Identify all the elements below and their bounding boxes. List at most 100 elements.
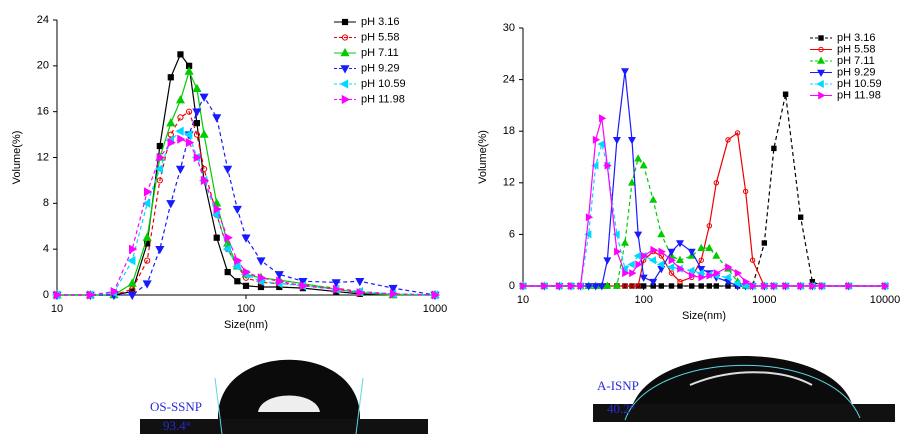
- marker: [640, 283, 647, 289]
- marker: [604, 161, 612, 170]
- droplet: [217, 359, 361, 419]
- marker: [127, 278, 137, 287]
- marker: [622, 269, 630, 278]
- marker: [639, 274, 648, 282]
- marker: [599, 114, 607, 123]
- marker: [635, 283, 641, 289]
- series-line: [523, 141, 885, 287]
- marker: [224, 233, 233, 243]
- marker: [144, 257, 151, 264]
- marker: [192, 83, 202, 92]
- marker: [688, 271, 697, 280]
- x-axis-label: Size(nm): [224, 319, 268, 331]
- marker: [620, 238, 629, 246]
- marker: [668, 256, 676, 265]
- marker: [556, 282, 564, 290]
- marker: [697, 266, 706, 274]
- marker: [200, 175, 210, 185]
- series-line: [523, 94, 885, 287]
- legend-label: pH 10.59: [837, 78, 882, 90]
- marker: [712, 251, 721, 259]
- marker: [199, 129, 209, 138]
- marker: [199, 93, 209, 102]
- marker: [634, 154, 643, 162]
- sample-label: A-ISNP: [597, 378, 639, 393]
- chart: 0 6 12 18 24 30 10 100 1000 10000 Size(nm) Volume(%…: [477, 22, 900, 322]
- marker: [234, 256, 243, 266]
- marker: [155, 245, 165, 255]
- x-tick-label: 1000: [752, 294, 776, 306]
- marker: [656, 260, 665, 269]
- marker: [129, 244, 138, 254]
- y-tick-label: 4: [43, 243, 49, 255]
- marker: [782, 282, 791, 290]
- marker: [725, 137, 731, 143]
- marker: [592, 135, 601, 144]
- marker: [749, 257, 756, 263]
- marker: [817, 69, 825, 77]
- marker: [193, 120, 201, 127]
- marker: [193, 152, 203, 163]
- marker: [713, 283, 720, 289]
- x-axis-label: Size(nm): [682, 310, 726, 322]
- marker: [627, 137, 636, 145]
- marker: [761, 240, 768, 246]
- marker: [734, 130, 741, 136]
- marker: [156, 142, 163, 150]
- legend-label: pH 3.16: [837, 32, 876, 44]
- y-tick-label: 20: [37, 60, 49, 72]
- marker: [175, 95, 186, 104]
- marker: [242, 282, 250, 289]
- y-tick-label: 12: [37, 151, 49, 163]
- marker: [299, 281, 308, 291]
- y-axis-label: Volume(%): [11, 131, 23, 185]
- series-line: [57, 53, 435, 296]
- marker: [597, 140, 605, 149]
- series-line: [57, 130, 436, 296]
- tangent: [624, 364, 861, 421]
- marker: [256, 257, 266, 266]
- marker: [276, 276, 285, 286]
- marker: [771, 145, 777, 152]
- y-tick-label: 18: [503, 125, 515, 137]
- marker: [234, 278, 241, 285]
- marker: [620, 68, 629, 76]
- legend-label: pH 5.58: [361, 31, 400, 43]
- marker: [697, 243, 706, 251]
- x-tick-label: 10: [51, 303, 63, 315]
- marker: [649, 278, 658, 287]
- marker: [614, 247, 622, 256]
- marker: [698, 257, 704, 263]
- legend-label: pH 7.11: [361, 47, 399, 59]
- marker: [200, 165, 208, 173]
- y-tick-label: 12: [503, 177, 515, 189]
- marker: [341, 18, 349, 26]
- marker: [640, 251, 649, 260]
- marker: [242, 267, 252, 277]
- marker: [87, 290, 96, 300]
- marker: [667, 263, 675, 272]
- marker: [733, 279, 741, 288]
- angle-label: 40.2°: [607, 401, 635, 416]
- marker: [677, 283, 683, 289]
- x-tick-label: 10000: [870, 294, 900, 306]
- marker: [110, 286, 119, 297]
- marker: [882, 282, 890, 290]
- marker: [167, 74, 174, 81]
- marker: [658, 247, 666, 256]
- marker: [816, 80, 824, 88]
- marker: [591, 283, 600, 291]
- droplet-right: A-ISNP 40.2°: [593, 356, 895, 422]
- marker: [845, 282, 854, 290]
- reflection: [258, 395, 320, 412]
- marker: [241, 234, 251, 243]
- marker: [222, 244, 231, 254]
- marker: [341, 94, 351, 105]
- marker: [819, 282, 827, 290]
- marker: [577, 282, 586, 290]
- legend-label: pH 10.59: [361, 78, 406, 90]
- marker: [166, 118, 176, 127]
- y-tick-label: 6: [509, 228, 515, 240]
- marker: [639, 161, 648, 169]
- y-tick-label: 0: [43, 289, 49, 301]
